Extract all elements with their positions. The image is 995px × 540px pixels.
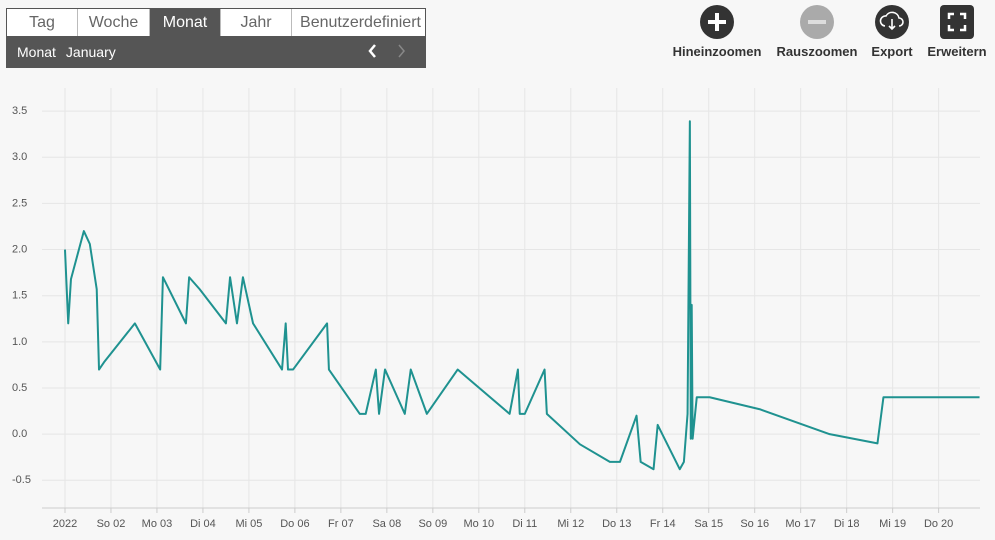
x-tick-label: Fr 07 xyxy=(328,518,354,530)
zoom-in-button[interactable]: Hineinzoomen xyxy=(668,4,766,59)
x-tick-label: Sa 08 xyxy=(372,518,401,530)
data-line xyxy=(63,120,980,471)
x-tick-label: So 16 xyxy=(740,518,769,530)
x-tick-label: Di 04 xyxy=(190,518,216,530)
export-button[interactable]: Export xyxy=(866,4,918,59)
button-label: Export xyxy=(871,44,913,59)
zoom-out-button[interactable]: Rauszoomen xyxy=(772,4,862,59)
tab[interactable]: Benutzerdefiniert xyxy=(300,14,421,31)
y-tick-label: 2.0 xyxy=(12,243,27,255)
tab[interactable]: Jahr xyxy=(221,9,292,36)
range-selector: Tag Woche Monat Jahr Benutzerdefiniert Monat… xyxy=(6,8,426,68)
x-tick-label: Mo 17 xyxy=(785,518,816,530)
expand-button[interactable]: Erweitern xyxy=(924,4,990,59)
period-label: Monat xyxy=(17,43,56,60)
x-tick-label: Mi 19 xyxy=(879,518,906,530)
tab[interactable]: Tag xyxy=(7,9,78,36)
y-tick-label: 1.0 xyxy=(12,336,27,348)
x-tick-label: Do 13 xyxy=(602,518,631,530)
x-tick-label: Mo 10 xyxy=(464,518,495,530)
period-value: January xyxy=(65,43,116,60)
x-tick-label: Sa 15 xyxy=(694,518,723,530)
x-tick-label: So 02 xyxy=(97,518,126,530)
period-bar: Monat January xyxy=(7,36,425,67)
tab[interactable]: Woche xyxy=(78,9,150,36)
y-tick-label: 0.0 xyxy=(12,428,27,440)
x-tick-label: Do 06 xyxy=(280,518,309,530)
x-tick-label: Di 11 xyxy=(512,518,537,530)
tab-row: Tag Woche Monat Jahr Benutzerdefiniert xyxy=(7,9,425,36)
x-tick-label: Fr 14 xyxy=(650,518,676,530)
y-tick-label: 3.5 xyxy=(12,105,27,117)
button-label: Rauszoomen xyxy=(776,44,858,59)
x-tick-label: Do 20 xyxy=(924,518,953,530)
x-tick-label: Mo 03 xyxy=(142,518,173,530)
x-tick-label: Mi 05 xyxy=(235,518,262,530)
button-label: Erweitern xyxy=(927,44,987,59)
x-tick-label: Mi 12 xyxy=(557,518,584,530)
period-arrows[interactable] xyxy=(367,42,407,60)
y-tick-label: 1.5 xyxy=(12,290,27,302)
y-tick-label: 3.0 xyxy=(12,151,27,163)
y-tick-label: 0.5 xyxy=(12,382,27,394)
y-tick-label: -0.5 xyxy=(12,474,31,486)
x-tick-label: So 09 xyxy=(418,518,447,530)
x-tick-label: 2022 xyxy=(53,518,77,530)
tab[interactable]: Monat xyxy=(150,9,221,36)
x-tick-label: Di 18 xyxy=(834,518,860,530)
y-tick-label: 2.5 xyxy=(12,197,27,209)
button-label: Hineinzoomen xyxy=(672,44,762,59)
